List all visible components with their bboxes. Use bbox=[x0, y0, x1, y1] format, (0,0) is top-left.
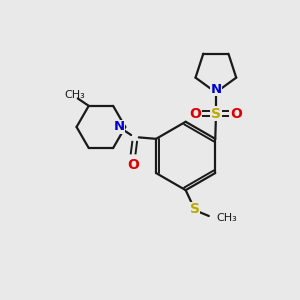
Text: S: S bbox=[211, 106, 221, 121]
Text: N: N bbox=[210, 83, 221, 96]
Text: O: O bbox=[190, 106, 202, 121]
Text: S: S bbox=[190, 202, 200, 216]
Text: O: O bbox=[127, 158, 139, 172]
Text: CH₃: CH₃ bbox=[216, 213, 237, 224]
Text: CH₃: CH₃ bbox=[64, 91, 85, 100]
Text: N: N bbox=[114, 121, 125, 134]
Text: O: O bbox=[230, 106, 242, 121]
